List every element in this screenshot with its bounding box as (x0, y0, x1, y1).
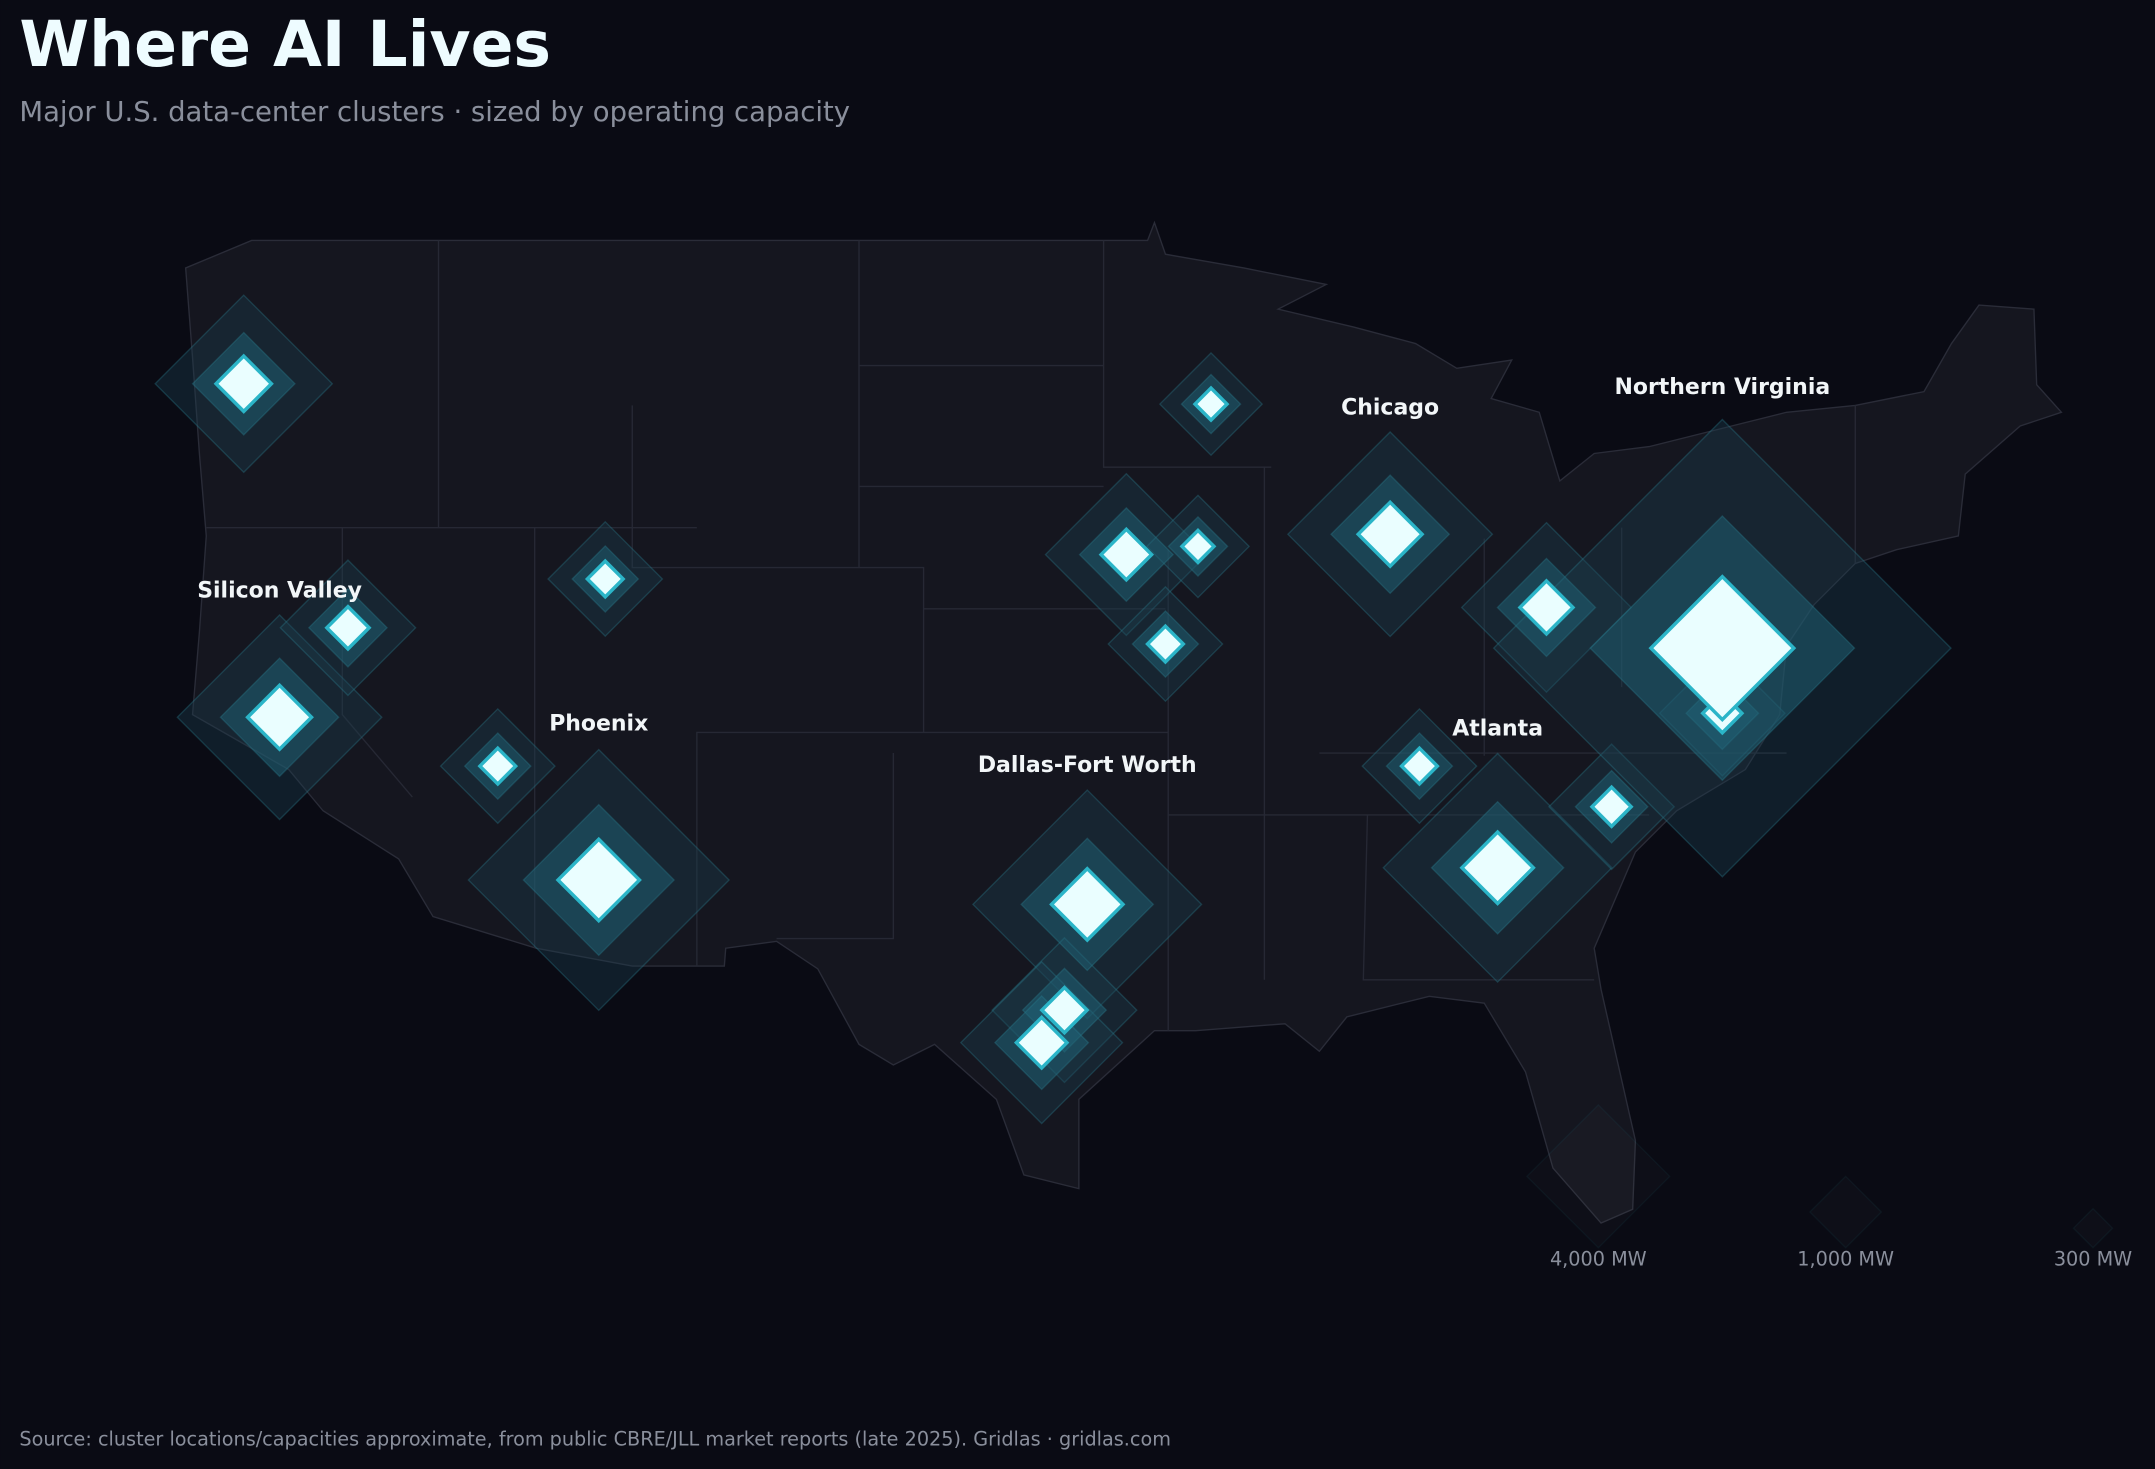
cluster-marker (1145, 623, 1186, 665)
cluster-label: Northern Virginia (1614, 375, 1830, 400)
state-border (206, 240, 1856, 1031)
legend-marker (1808, 1175, 1883, 1249)
cluster-marker (1013, 1014, 1070, 1071)
cluster-marker (555, 836, 642, 924)
legend-label: 4,000 MW (1550, 1248, 1647, 1271)
cluster-marker (1648, 574, 1797, 722)
subtitle: Major U.S. data-center clusters · sized … (19, 96, 850, 128)
cluster-marker (324, 604, 372, 652)
us-map (184, 220, 2063, 1224)
us-outline (184, 220, 2063, 1224)
clusters (154, 294, 1952, 1125)
cluster-label: Chicago (1341, 396, 1439, 421)
cluster-marker (1589, 784, 1634, 829)
state-borders (206, 240, 1856, 1031)
cluster-label: Atlanta (1452, 716, 1543, 741)
cluster-marker (1039, 985, 1090, 1036)
title: Where AI Lives (19, 7, 551, 81)
cluster-marker (1098, 526, 1155, 583)
cluster-marker (1517, 578, 1576, 637)
cluster-marker (1399, 745, 1440, 787)
cluster-marker (213, 353, 274, 414)
legend-marker (2072, 1207, 2114, 1249)
cluster-marker (1179, 528, 1217, 565)
cluster-marker (245, 682, 314, 752)
legend-label: 300 MW (2054, 1248, 2132, 1271)
cluster-marker (1049, 866, 1126, 943)
cluster-marker (477, 745, 519, 787)
legend-label: 1,000 MW (1797, 1248, 1894, 1271)
legend-marker (1525, 1103, 1671, 1249)
cluster-label: Silicon Valley (197, 579, 362, 604)
labels: Silicon Valley Phoenix Dallas-Fort Worth Ch… (197, 375, 1830, 778)
cluster-marker (1192, 385, 1230, 423)
cluster-marker (1459, 829, 1536, 906)
cluster-marker (1355, 499, 1425, 569)
legend: 4,000 MW 1,000 MW 300 MW (1525, 1103, 2132, 1271)
source: Source: cluster locations/capacities app… (19, 1428, 1171, 1451)
cluster-label: Phoenix (549, 712, 648, 737)
cluster-marker (584, 558, 626, 600)
cluster-label: Dallas-Fort Worth (978, 753, 1197, 778)
